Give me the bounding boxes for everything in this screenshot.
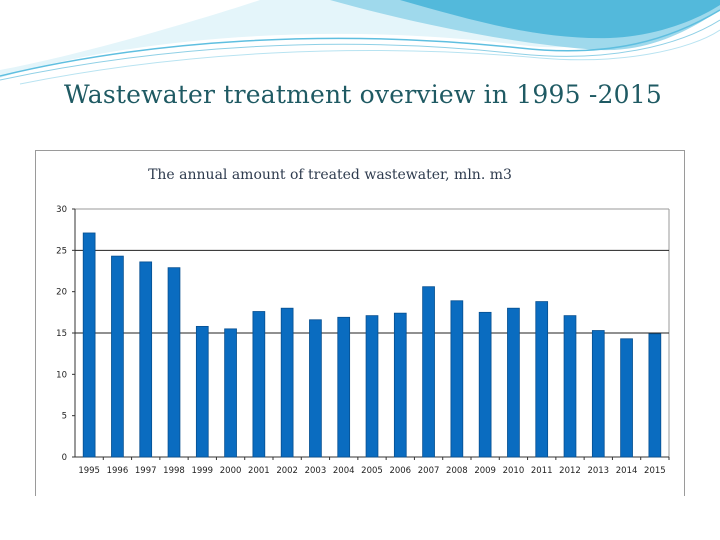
x-tick-label-2010: 2010 — [503, 466, 525, 476]
x-tick-label-1996: 1996 — [107, 466, 129, 476]
x-tick-label-2005: 2005 — [361, 466, 383, 476]
x-tick-label-2006: 2006 — [389, 466, 411, 476]
x-tick-label-1999: 1999 — [191, 466, 213, 476]
x-tick-label-1998: 1998 — [163, 466, 185, 476]
y-tick-label: 10 — [56, 370, 67, 380]
wave-fill-dark — [400, 0, 720, 39]
bar-2003 — [309, 319, 322, 458]
x-tick-label-2008: 2008 — [446, 466, 468, 476]
y-axis-ticks: 0 5 10 15 20 25 30 — [56, 205, 75, 463]
bar-1997 — [139, 261, 153, 458]
x-tick-label-2007: 2007 — [418, 466, 440, 476]
wave-line-2 — [0, 19, 720, 81]
bar-2007 — [422, 286, 435, 458]
x-axis-ticks: 1995 1996 1997 1998 1999 2000 2001 2002 2003 2004… — [78, 457, 670, 476]
x-tick-label-2014: 2014 — [616, 466, 638, 476]
x-tick-label-1995: 1995 — [78, 466, 100, 476]
bar-2005 — [365, 315, 379, 458]
x-tick-label-2013: 2013 — [587, 466, 609, 476]
x-tick-label-2009: 2009 — [474, 466, 496, 476]
bar-2008 — [450, 300, 464, 458]
bar-1998 — [167, 267, 181, 458]
y-tick-label: 20 — [56, 288, 67, 298]
bar-2014 — [620, 338, 633, 458]
y-tick-label: 0 — [62, 453, 67, 463]
bar-2000 — [224, 328, 237, 458]
bar-2013 — [591, 330, 605, 458]
bar-chart: The annual amount of treated wastewater,… — [56, 167, 670, 476]
bar-2002 — [280, 307, 294, 458]
bar-2006 — [393, 312, 407, 458]
bar-2004 — [337, 316, 351, 458]
bar-2009 — [478, 311, 492, 458]
bar-2001 — [252, 311, 266, 458]
slide-title: Wastewater treatment overview in 1995 -2… — [64, 80, 662, 109]
x-tick-label-2001: 2001 — [248, 466, 270, 476]
x-tick-label-2002: 2002 — [276, 466, 298, 476]
bar-2011 — [535, 301, 549, 458]
y-tick-label: 25 — [56, 246, 67, 256]
chart-frame: The annual amount of treated wastewater,… — [35, 150, 685, 496]
bar-2012 — [563, 315, 577, 458]
bar-1999 — [195, 325, 209, 458]
x-tick-label-2000: 2000 — [220, 466, 242, 476]
bar-1996 — [111, 255, 124, 458]
y-tick-label: 30 — [56, 205, 67, 215]
bars-layer — [82, 232, 662, 458]
x-tick-label-2004: 2004 — [333, 466, 355, 476]
y-tick-label: 5 — [62, 412, 67, 422]
x-tick-label-2003: 2003 — [305, 466, 327, 476]
wave-line-1 — [0, 9, 720, 77]
header-wave-decoration — [0, 0, 720, 85]
y-tick-label: 15 — [56, 329, 67, 339]
x-tick-label-2012: 2012 — [559, 466, 581, 476]
bar-2015 — [648, 333, 662, 458]
wave-line-3 — [19, 29, 720, 85]
x-tick-label-2011: 2011 — [531, 466, 553, 476]
bar-2010 — [507, 307, 520, 458]
chart-title: The annual amount of treated wastewater,… — [148, 167, 512, 183]
bar-1995 — [82, 232, 96, 458]
x-tick-label-1997: 1997 — [135, 466, 157, 476]
x-tick-label-2015: 2015 — [644, 466, 666, 476]
